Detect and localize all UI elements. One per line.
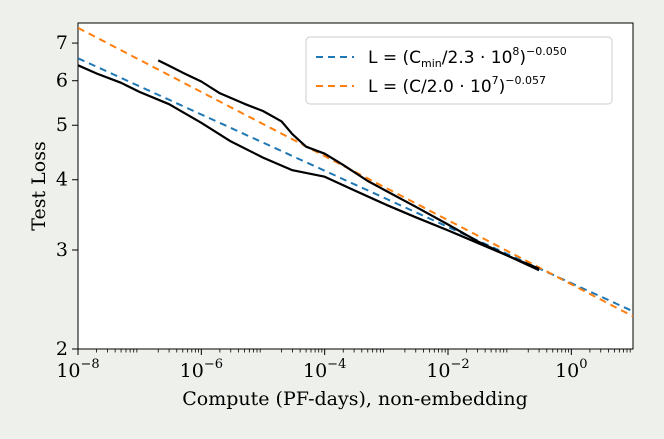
x-tick-label-3: 10−4 bbox=[303, 357, 346, 382]
y-tick-label-1: 2 bbox=[56, 338, 68, 360]
y-axis-label: Test Loss bbox=[28, 141, 50, 230]
x-tick-label-4: 10−2 bbox=[426, 357, 469, 382]
x-tick-label-5: 100 bbox=[555, 357, 587, 382]
x-tick-label-2: 10−6 bbox=[180, 357, 223, 382]
x-axis-label: Compute (PF-days), non-embedding bbox=[182, 388, 528, 410]
legend: L = (Cmin/2.3 · 108)−0.050 L = (C/2.0 · 1… bbox=[305, 36, 613, 105]
y-tick-label-2: 3 bbox=[56, 239, 68, 261]
legend-box bbox=[305, 36, 613, 105]
y-tick-label-5: 6 bbox=[56, 70, 68, 92]
series-layer bbox=[78, 27, 633, 318]
y-tick-label-6: 7 bbox=[56, 32, 68, 54]
loss-curve-2 bbox=[157, 59, 540, 272]
legend-label-1: L = (Cmin/2.3 · 108)−0.050 bbox=[368, 45, 567, 70]
y-tick-label-4: 5 bbox=[56, 114, 68, 136]
legend-label-2: L = (C/2.0 · 107)−0.057 bbox=[368, 74, 546, 97]
axes-layer: 10−8 10−6 10−4 10−2 100 2 3 4 5 6 7 bbox=[56, 32, 631, 382]
loss-curve-1 bbox=[78, 64, 540, 270]
x-tick-label-1: 10−8 bbox=[56, 357, 99, 382]
y-tick-label-3: 4 bbox=[56, 169, 68, 191]
